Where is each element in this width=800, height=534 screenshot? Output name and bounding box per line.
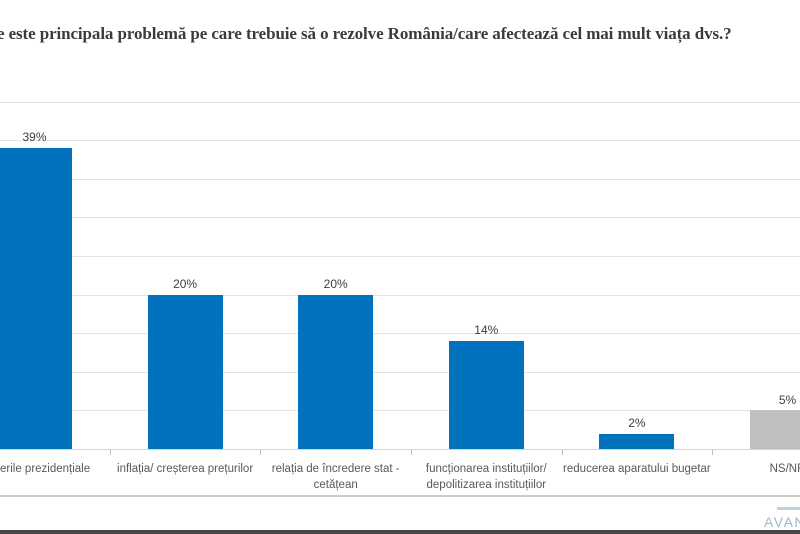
bar: [0, 147, 72, 449]
category-label: erile prezidențiale: [0, 463, 91, 475]
gridline: [0, 410, 800, 412]
bar-value-label: 14%: [474, 323, 499, 338]
axis-tick: [109, 450, 111, 455]
bar-value-label: 2%: [628, 416, 646, 431]
gridline: [0, 294, 800, 296]
gridline: [0, 256, 800, 258]
bar: [298, 294, 374, 449]
bar-value-label: 39%: [22, 130, 47, 145]
bar-value-label: 20%: [323, 277, 348, 292]
bar-value-label: 5%: [778, 392, 797, 407]
gridline: [0, 333, 800, 335]
chart-title: e este principala problemă pe care trebu…: [0, 24, 732, 43]
bottom-border: [0, 530, 800, 534]
axis-tick: [712, 450, 714, 455]
logo-tagline: [777, 507, 800, 510]
divider-line: [0, 495, 800, 497]
bar: [448, 340, 524, 449]
bar: [750, 410, 800, 449]
gridline: [0, 217, 800, 219]
axis-tick: [260, 450, 262, 455]
category-label: reducerea aparatului bugetar: [563, 463, 711, 475]
gridline: [0, 140, 800, 142]
gridline: [0, 178, 800, 180]
logo-text: AVAN: [764, 514, 800, 530]
x-axis-line: [0, 449, 800, 450]
bar: [599, 433, 675, 449]
gridline: [0, 371, 800, 373]
category-label: funcționarea instituțiilor/ depolitizare…: [425, 463, 547, 491]
category-label: relația de încredere stat - cetățean: [271, 463, 400, 491]
bar: [147, 294, 223, 449]
avangarde-logo: AVAN: [760, 504, 800, 532]
axis-tick: [411, 450, 412, 455]
category-label: NS/NR: [769, 463, 800, 475]
gridline: [0, 101, 800, 103]
axis-tick: [561, 450, 563, 455]
category-label: inflația/ creșterea prețurilor: [117, 463, 254, 475]
bar-value-label: 20%: [173, 277, 198, 292]
